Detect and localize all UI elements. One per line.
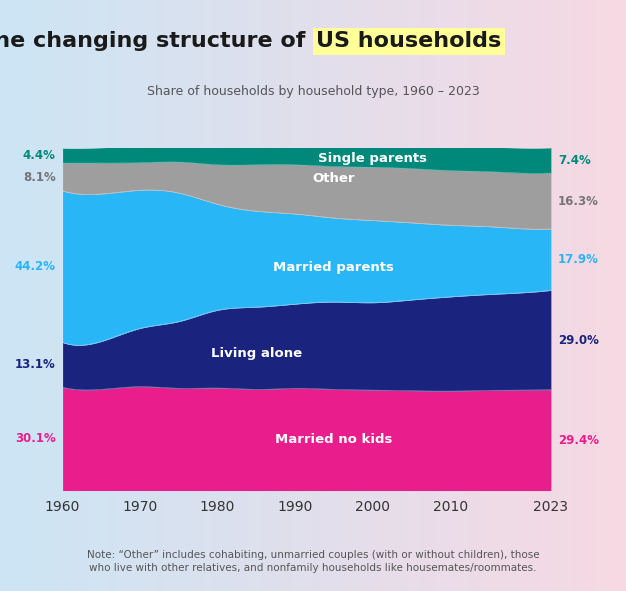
Text: 30.1%: 30.1% — [15, 433, 56, 446]
Text: 7.4%: 7.4% — [558, 154, 590, 167]
Text: 29.0%: 29.0% — [558, 333, 598, 346]
Text: Married parents: Married parents — [274, 261, 394, 274]
Text: Note: “Other” includes cohabiting, unmarried couples (with or without children),: Note: “Other” includes cohabiting, unmar… — [86, 550, 540, 573]
Text: 13.1%: 13.1% — [15, 358, 56, 371]
Text: 17.9%: 17.9% — [558, 253, 598, 266]
Text: 16.3%: 16.3% — [558, 194, 598, 207]
Text: Share of households by household type, 1960 – 2023: Share of households by household type, 1… — [146, 85, 480, 98]
Text: 8.1%: 8.1% — [23, 171, 56, 184]
Text: Single parents: Single parents — [318, 151, 427, 164]
Text: 29.4%: 29.4% — [558, 434, 599, 447]
Text: Living alone: Living alone — [211, 347, 302, 360]
Text: 4.4%: 4.4% — [23, 149, 56, 162]
Text: Married no kids: Married no kids — [275, 433, 393, 446]
Text: Other: Other — [312, 172, 355, 185]
Text: 44.2%: 44.2% — [14, 260, 56, 273]
Text: US households: US households — [316, 31, 501, 51]
Text: The changing structure of: The changing structure of — [0, 31, 313, 51]
